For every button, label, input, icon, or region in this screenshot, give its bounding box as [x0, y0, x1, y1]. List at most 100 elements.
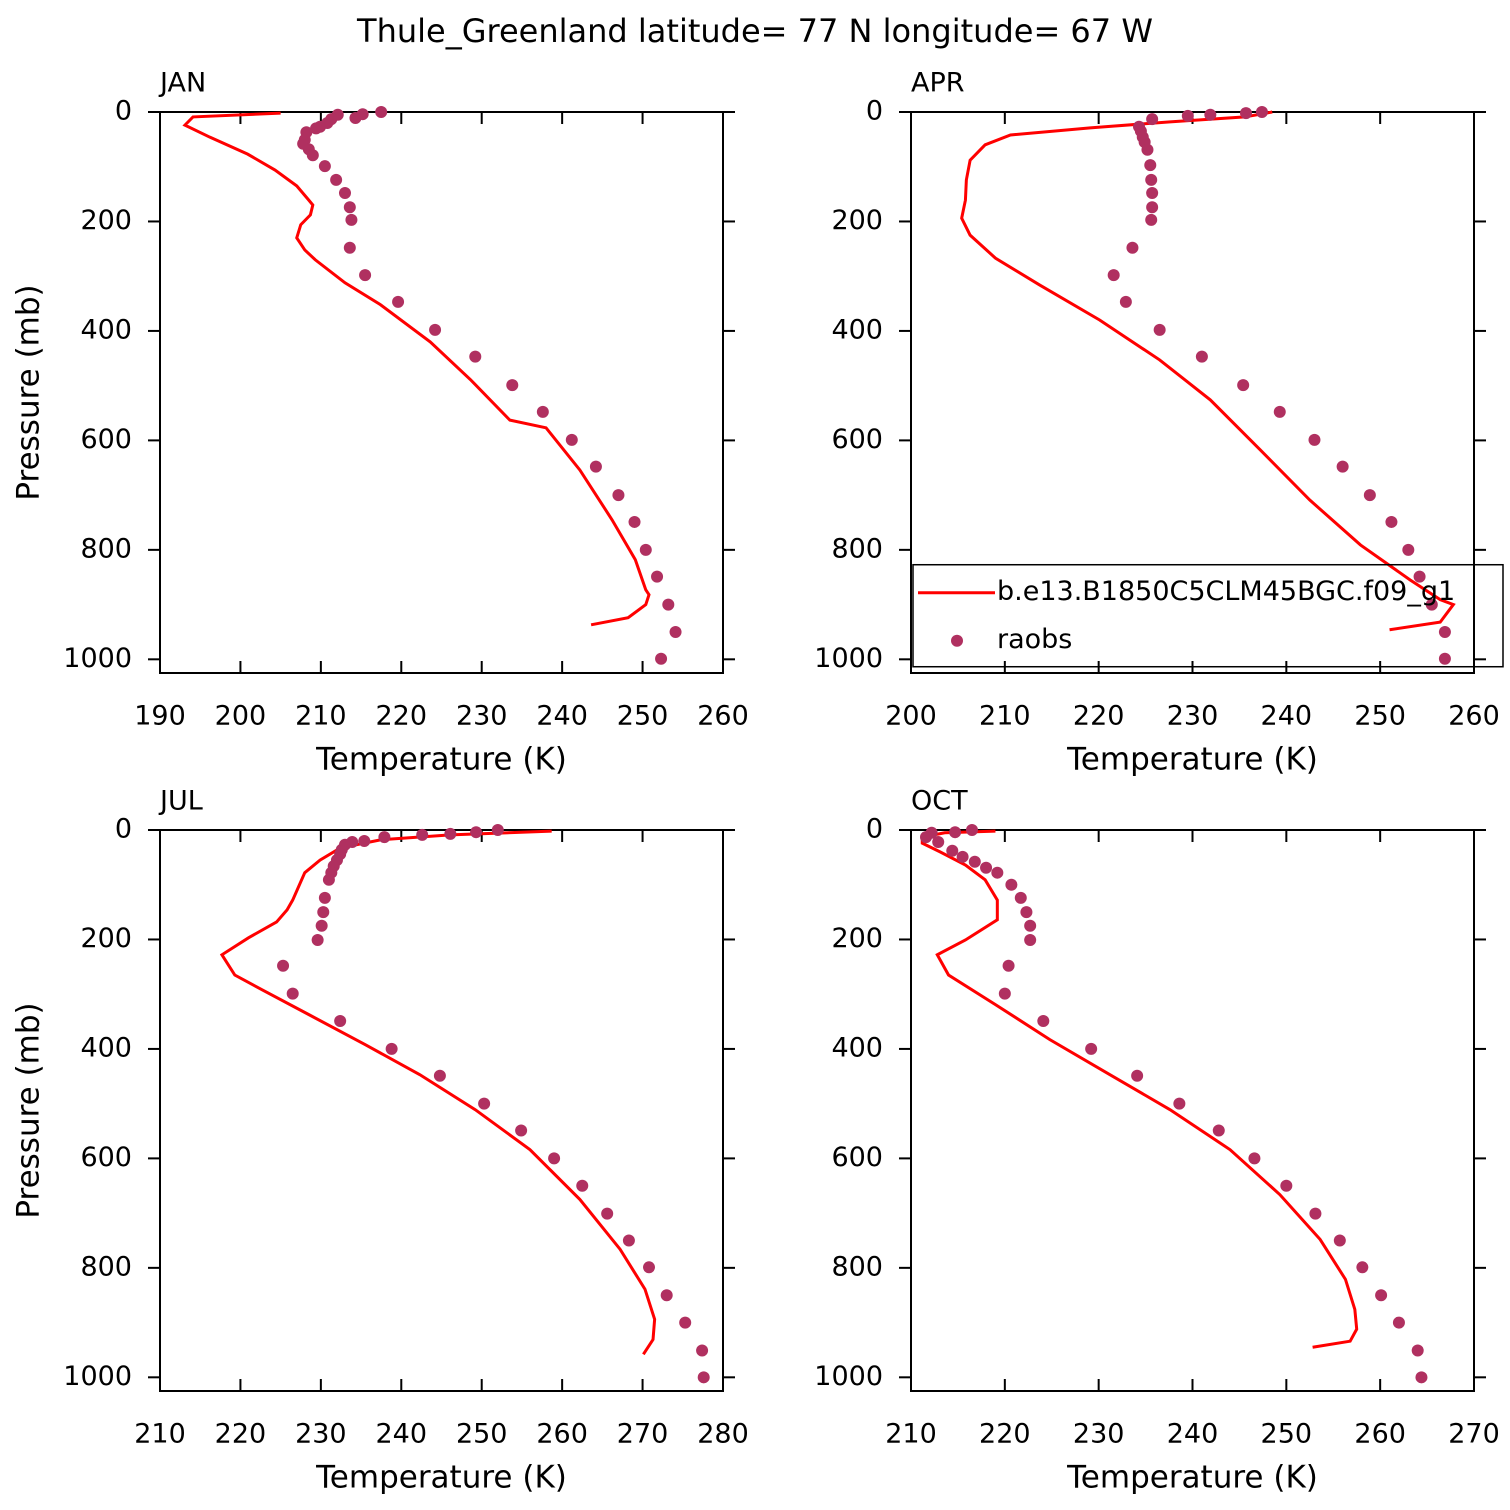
- obs-point: [315, 919, 328, 932]
- obs-point: [1131, 1069, 1144, 1082]
- x-tick-label: 260: [536, 1419, 588, 1450]
- y-tick-label: 0: [115, 814, 132, 845]
- x-tick-label: 250: [1354, 701, 1406, 732]
- x-tick-label: 230: [1167, 701, 1219, 732]
- obs-point: [679, 1316, 692, 1329]
- obs-point: [932, 836, 945, 849]
- obs-point: [565, 433, 578, 446]
- y-axis-label: Pressure (mb): [11, 1002, 47, 1218]
- y-tick-label: 800: [80, 1251, 132, 1282]
- obs-point: [345, 213, 358, 226]
- x-tick-label: 230: [1073, 1419, 1125, 1450]
- obs-point: [515, 1124, 528, 1137]
- obs-point: [444, 827, 457, 840]
- y-tick-label: 200: [80, 923, 132, 954]
- obs-point: [478, 1097, 491, 1110]
- obs-point: [696, 1344, 709, 1357]
- obs-point: [1375, 1289, 1388, 1302]
- obs-point: [392, 295, 405, 308]
- obs-point: [1402, 543, 1415, 556]
- obs-point: [318, 160, 331, 173]
- obs-point: [1333, 1234, 1346, 1247]
- obs-point: [322, 873, 335, 886]
- x-tick-label: 240: [1261, 701, 1313, 732]
- x-axis-label: Temperature (K): [1066, 742, 1318, 778]
- x-tick-label: 240: [376, 1419, 428, 1450]
- x-tick-label: 270: [1448, 1419, 1500, 1450]
- obs-point: [1002, 959, 1015, 972]
- y-tick-label: 1000: [814, 643, 883, 674]
- plot-frame: [159, 111, 724, 674]
- x-tick-label: 220: [376, 701, 428, 732]
- obs-point: [1173, 1097, 1186, 1110]
- obs-point: [318, 891, 331, 904]
- obs-point: [1146, 113, 1159, 126]
- obs-point: [1392, 1316, 1405, 1329]
- obs-point: [1020, 906, 1033, 919]
- y-tick-label: 1000: [63, 643, 132, 674]
- y-tick-label: 400: [80, 1032, 132, 1063]
- y-axis-label: Pressure (mb): [11, 284, 47, 500]
- obs-point: [277, 959, 290, 972]
- x-tick-label: 200: [215, 701, 267, 732]
- obs-point: [506, 379, 519, 392]
- obs-point: [311, 934, 324, 947]
- y-tick-label: 0: [866, 814, 883, 845]
- x-tick-label: 260: [1448, 701, 1500, 732]
- y-tick-label: 1000: [814, 1361, 883, 1392]
- y-tick-label: 600: [831, 424, 883, 455]
- panel-label: APR: [911, 68, 965, 99]
- obs-point: [1085, 1042, 1098, 1055]
- y-tick-label: 200: [831, 205, 883, 236]
- obs-point: [1014, 891, 1027, 904]
- obs-point: [697, 1371, 710, 1384]
- obs-point: [1153, 323, 1166, 336]
- obs-point: [378, 831, 391, 844]
- y-tick-label: 200: [831, 923, 883, 954]
- model-line: [920, 829, 1359, 1349]
- y-tick-label: 600: [80, 424, 132, 455]
- obs-point: [1308, 433, 1321, 446]
- obs-point: [1237, 379, 1250, 392]
- figure-title: Thule_Greenland latitude= 77 N longitude…: [356, 12, 1153, 50]
- x-tick-label: 200: [885, 701, 937, 732]
- model-line: [182, 111, 651, 627]
- obs-point: [1141, 143, 1154, 156]
- obs-point: [338, 187, 351, 200]
- obs-point: [416, 828, 429, 841]
- obs-point: [660, 1289, 673, 1302]
- model-line: [960, 110, 1456, 632]
- obs-point: [1438, 625, 1451, 638]
- obs-point: [433, 1069, 446, 1082]
- obs-point: [1413, 570, 1426, 583]
- obs-point: [1107, 269, 1120, 282]
- obs-point: [956, 850, 969, 863]
- obs-point: [1145, 213, 1158, 226]
- x-tick-label: 230: [295, 1419, 347, 1450]
- obs-point: [306, 149, 319, 162]
- x-axis-label: Temperature (K): [315, 742, 567, 778]
- obs-point: [622, 1234, 635, 1247]
- obs-point: [998, 987, 1011, 1000]
- obs-point: [385, 1042, 398, 1055]
- x-tick-label: 220: [979, 1419, 1031, 1450]
- y-tick-label: 400: [831, 314, 883, 345]
- obs-point: [1037, 1015, 1050, 1028]
- y-tick-label: 200: [80, 205, 132, 236]
- x-tick-label: 260: [697, 701, 749, 732]
- x-tick-label: 230: [456, 701, 508, 732]
- obs-point: [1024, 934, 1037, 947]
- obs-point: [1309, 1207, 1322, 1220]
- y-tick-label: 0: [115, 96, 132, 127]
- obs-point: [1181, 109, 1194, 122]
- obs-point: [946, 844, 959, 857]
- y-tick-label: 600: [831, 1142, 883, 1173]
- obs-point: [965, 824, 978, 836]
- obs-point: [317, 906, 330, 919]
- obs-point: [1336, 460, 1349, 473]
- obs-point: [1363, 489, 1376, 502]
- x-tick-label: 250: [617, 701, 669, 732]
- y-tick-label: 600: [80, 1142, 132, 1173]
- obs-point: [1126, 241, 1139, 254]
